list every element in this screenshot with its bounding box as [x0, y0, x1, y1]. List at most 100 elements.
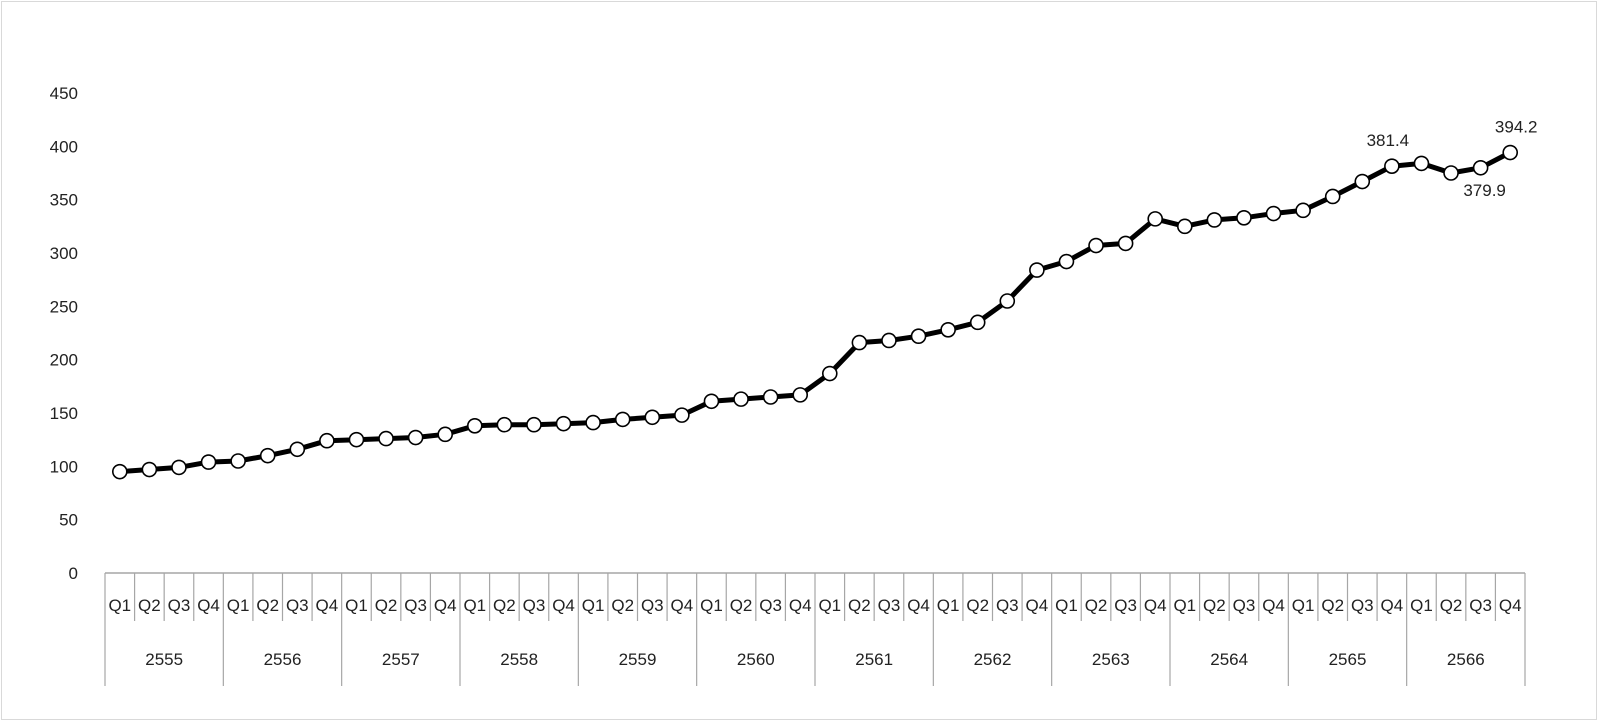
quarter-label: Q1: [818, 596, 841, 615]
y-tick-label: 150: [50, 404, 78, 423]
data-point: [792, 387, 809, 403]
data-point: [1206, 212, 1223, 228]
data-point: [851, 334, 868, 351]
data-point: [1354, 173, 1371, 190]
data-point: [348, 431, 365, 448]
quarter-label: Q3: [168, 596, 191, 615]
quarter-label: Q4: [1026, 596, 1049, 615]
year-label: 2560: [737, 650, 775, 669]
quarter-label: Q2: [493, 596, 516, 615]
quarter-label: Q4: [552, 596, 575, 615]
quarter-label: Q4: [1262, 596, 1285, 615]
data-point: [1413, 155, 1430, 172]
quarter-label: Q3: [1114, 596, 1137, 615]
data-point: [466, 417, 483, 434]
data-point: [555, 415, 572, 432]
data-point: [1265, 205, 1282, 222]
data-point: [1384, 158, 1400, 174]
data-point: [940, 321, 956, 338]
data-point: [881, 332, 897, 349]
y-tick-label: 200: [50, 351, 78, 370]
quarter-label: Q1: [463, 596, 486, 615]
data-point: [230, 453, 246, 469]
year-label: 2562: [974, 650, 1012, 669]
data-point: [1502, 144, 1519, 161]
quarter-label: Q2: [966, 596, 989, 615]
quarter-label: Q3: [759, 596, 782, 615]
data-point: [614, 411, 631, 428]
quarter-label: Q1: [1410, 596, 1433, 615]
quarter-label: Q2: [375, 596, 398, 615]
data-point: [141, 461, 158, 478]
quarter-label: Q2: [611, 596, 634, 615]
quarter-label: Q1: [1055, 596, 1078, 615]
quarter-label: Q2: [138, 596, 161, 615]
quarter-label: Q4: [434, 596, 457, 615]
quarter-label: Q3: [1469, 596, 1492, 615]
quarter-label: Q4: [1381, 596, 1404, 615]
y-tick-label: 450: [50, 84, 78, 103]
data-point: [526, 416, 542, 433]
data-point: [378, 430, 394, 447]
quarter-label: Q4: [316, 596, 339, 615]
y-tick-label: 100: [50, 457, 78, 476]
quarter-label: Q3: [996, 596, 1019, 615]
data-label: 394.2: [1495, 118, 1538, 137]
data-point: [674, 407, 690, 423]
quarter-label: Q1: [582, 596, 605, 615]
y-tick-label: 250: [50, 297, 78, 316]
data-point: [1147, 211, 1164, 227]
y-tick-label: 350: [50, 191, 78, 210]
year-label: 2557: [382, 650, 420, 669]
data-point: [1295, 202, 1311, 219]
data-point: [319, 432, 335, 449]
year-label: 2556: [264, 650, 302, 669]
data-point: [1176, 218, 1193, 235]
quarter-label: Q4: [789, 596, 812, 615]
year-label: 2561: [855, 650, 893, 669]
data-point: [1324, 188, 1341, 205]
data-point: [821, 365, 838, 382]
data-point: [171, 459, 187, 476]
data-point: [1058, 253, 1075, 270]
quarter-label: Q2: [256, 596, 279, 615]
quarter-label: Q1: [1173, 596, 1196, 615]
data-point: [910, 328, 927, 345]
quarter-label: Q2: [1321, 596, 1344, 615]
data-point: [289, 441, 306, 458]
quarter-label: Q3: [641, 596, 664, 615]
quarter-label: Q1: [345, 596, 368, 615]
quarter-label: Q2: [848, 596, 871, 615]
data-point: [999, 293, 1016, 309]
data-point: [259, 447, 276, 464]
year-label: 2558: [500, 650, 538, 669]
quarter-label: Q1: [1292, 596, 1315, 615]
data-point: [733, 391, 749, 407]
data-point: [703, 393, 720, 410]
y-tick-label: 400: [50, 137, 78, 156]
data-point: [1088, 237, 1104, 254]
data-point: [1117, 235, 1134, 252]
data-point: [407, 429, 424, 446]
year-label: 2564: [1210, 650, 1248, 669]
quarter-label: Q3: [1233, 596, 1256, 615]
data-point: [1443, 165, 1459, 181]
series-line: [117, 150, 1513, 475]
year-label: 2559: [619, 650, 657, 669]
quarter-label: Q1: [937, 596, 960, 615]
quarter-label: Q1: [108, 596, 131, 615]
data-point: [1029, 262, 1045, 278]
data-label: 379.9: [1463, 181, 1506, 200]
year-label: 2563: [1092, 650, 1130, 669]
quarter-label: Q3: [878, 596, 901, 615]
year-label: 2555: [145, 650, 183, 669]
data-point: [200, 454, 217, 470]
y-tick-label: 300: [50, 244, 78, 263]
quarter-label: Q2: [1440, 596, 1463, 615]
data-point: [496, 416, 513, 433]
quarter-label: Q3: [523, 596, 546, 615]
quarter-label: Q3: [286, 596, 309, 615]
quarter-label: Q4: [197, 596, 220, 615]
data-point: [762, 389, 779, 405]
